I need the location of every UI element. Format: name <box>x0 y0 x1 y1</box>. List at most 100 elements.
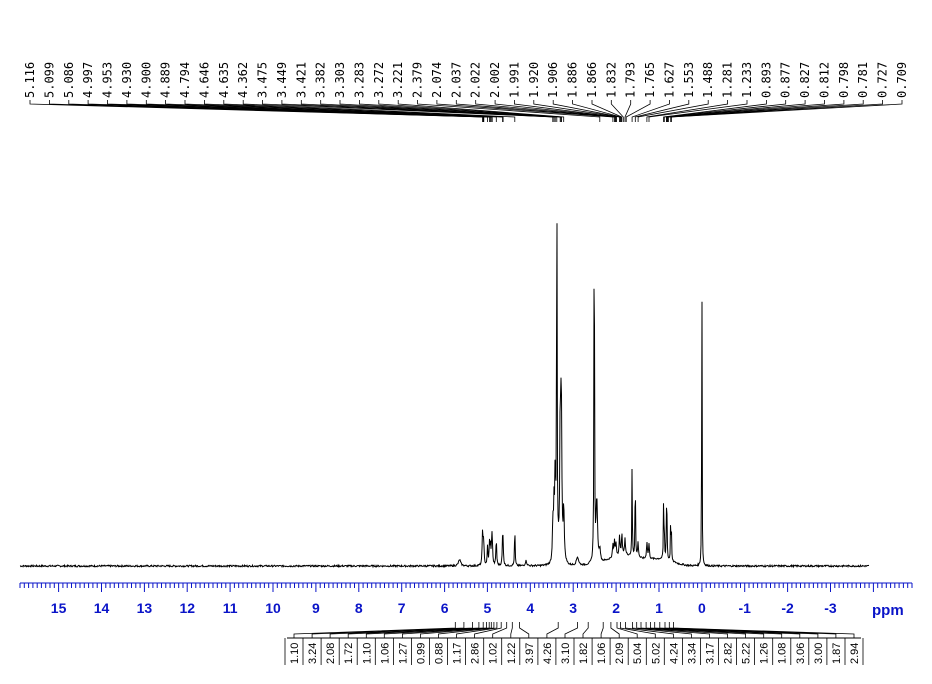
peak-label: 1.866 <box>585 62 599 98</box>
peak-connector <box>625 100 651 122</box>
peak-connector <box>637 100 709 122</box>
peak-label: 0.709 <box>895 62 909 98</box>
integral-value-label: 3.97 <box>524 643 536 664</box>
x-tick-label: 3 <box>569 600 577 616</box>
peak-label: 0.798 <box>837 62 851 98</box>
integral-connector <box>492 622 508 638</box>
x-tick-label: 4 <box>526 600 534 616</box>
peak-connector <box>666 100 825 122</box>
peak-label: 1.553 <box>682 62 696 98</box>
peak-connector <box>624 100 632 122</box>
integral-value-label: 1.10 <box>289 643 301 664</box>
integral-connector <box>582 622 589 638</box>
integral-connector <box>564 622 578 638</box>
peak-connector <box>671 100 903 122</box>
x-tick-label: 5 <box>484 600 492 616</box>
peak-label: 1.281 <box>721 62 735 98</box>
peak-connector <box>663 100 767 122</box>
peak-label: 4.930 <box>120 62 134 98</box>
integral-connector <box>420 622 492 638</box>
integral-value-label: 1.22 <box>506 643 518 664</box>
x-tick-label: 14 <box>94 600 110 616</box>
peak-label: 1.886 <box>566 62 580 98</box>
integral-connector <box>636 622 710 638</box>
integral-value-label: 1.26 <box>759 643 771 664</box>
integral-connector <box>365 622 484 638</box>
peak-connector <box>475 100 616 122</box>
integral-connector <box>456 622 498 638</box>
x-tick-label: 11 <box>223 600 238 616</box>
peak-label: 1.793 <box>624 62 638 98</box>
peak-label: 1.920 <box>527 62 541 98</box>
peak-label: 0.827 <box>798 62 812 98</box>
integral-connector <box>640 622 728 638</box>
peak-connector <box>165 100 493 122</box>
integral-value-label: 5.02 <box>650 643 662 664</box>
integral-connector <box>474 622 502 638</box>
x-tick-label: 7 <box>398 600 406 616</box>
integral-value-label: 3.10 <box>560 643 572 664</box>
integral-value-label: 0.88 <box>434 643 446 664</box>
peak-label: 1.906 <box>546 62 560 98</box>
peak-label: 3.421 <box>294 62 308 98</box>
integral-connector <box>546 622 559 638</box>
integral-connector <box>664 622 819 638</box>
peak-label: 5.086 <box>62 62 76 98</box>
x-tick-label: 1 <box>655 600 663 616</box>
integral-connector <box>519 622 530 638</box>
peak-label: 3.272 <box>372 62 386 98</box>
peak-label: 1.765 <box>643 62 657 98</box>
x-tick-label: 0 <box>698 600 706 616</box>
integral-value-label: 2.08 <box>325 643 337 664</box>
integral-connector <box>673 622 855 638</box>
peak-connector <box>668 100 864 122</box>
peak-label: 5.099 <box>42 62 56 98</box>
integral-connector <box>311 622 465 638</box>
peak-connector <box>648 100 748 122</box>
peak-connector <box>667 100 845 122</box>
integral-value-label: 0.99 <box>416 643 428 664</box>
peak-connector <box>184 100 497 122</box>
integral-value-label: 2.94 <box>849 643 861 664</box>
peak-connector <box>646 100 728 122</box>
peak-label: 2.002 <box>488 62 502 98</box>
x-tick-label: 15 <box>51 600 67 616</box>
integral-group: 1.10 3.24 2.08 1.72 1.10 1.06 1.27 0.99 0.88 1.17… <box>284 622 864 665</box>
integral-value-label: 2.09 <box>614 643 626 664</box>
peak-connector <box>262 100 554 122</box>
peak-label: 4.889 <box>159 62 173 98</box>
integral-value-label: 3.34 <box>686 643 698 664</box>
peak-connector <box>436 100 614 122</box>
integral-value-label: 5.04 <box>632 643 644 664</box>
integral-connector <box>645 622 746 638</box>
peak-label: 0.781 <box>856 62 870 98</box>
peak-label: 0.877 <box>779 62 793 98</box>
peak-label: 4.953 <box>101 62 115 98</box>
peak-connector <box>666 100 806 122</box>
peak-label: 4.900 <box>139 62 153 98</box>
peak-label: 4.635 <box>217 62 231 98</box>
integral-connector <box>654 622 783 638</box>
x-tick-label: 12 <box>180 600 196 616</box>
integral-connector <box>600 622 604 638</box>
peak-label: 4.794 <box>178 62 192 98</box>
peak-label: 2.022 <box>469 62 483 98</box>
integral-value-label: 1.82 <box>578 643 590 664</box>
integral-connector <box>383 622 487 638</box>
peak-connector <box>552 100 621 122</box>
peak-connector <box>223 100 504 122</box>
peak-label: 4.362 <box>236 62 250 98</box>
peak-label-group: 5.116 5.099 5.086 4.997 4.953 4.930 4.900 4.889… <box>23 62 909 98</box>
x-tick-label: 2 <box>612 600 620 616</box>
integral-connector <box>402 622 490 638</box>
peak-label: 2.074 <box>430 62 444 98</box>
integral-value-label: 1.27 <box>397 643 409 664</box>
peak-connector <box>670 100 883 122</box>
integral-value-label: 1.72 <box>343 643 355 664</box>
peak-label: 2.037 <box>449 62 463 98</box>
peak-connector <box>591 100 623 122</box>
integral-value-label: 1.02 <box>488 643 500 664</box>
integral-connector <box>438 622 495 638</box>
integral-connector <box>650 622 765 638</box>
